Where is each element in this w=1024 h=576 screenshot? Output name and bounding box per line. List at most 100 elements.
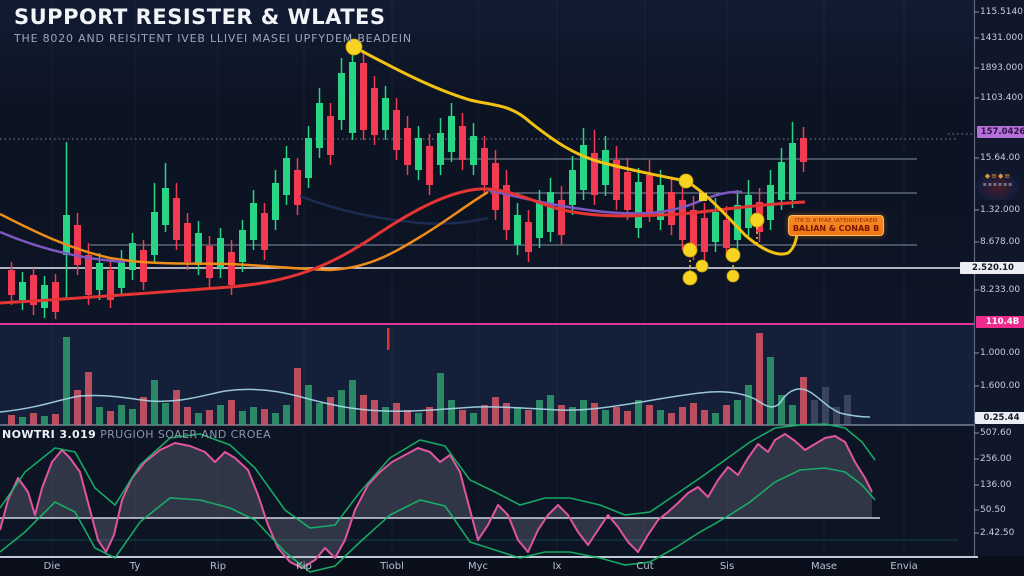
price-tag-white: 0.25.44 xyxy=(975,412,1024,425)
candlestick xyxy=(151,183,158,262)
volume-bar xyxy=(470,413,477,425)
candle-body xyxy=(547,192,554,232)
candle-body xyxy=(492,163,499,210)
candle-body xyxy=(734,205,741,240)
candlestick xyxy=(305,126,312,188)
candlestick xyxy=(217,228,224,278)
volume-bar xyxy=(668,413,675,425)
yellow-markers xyxy=(345,38,765,286)
candle-body xyxy=(316,103,323,148)
volume-bar xyxy=(129,409,136,425)
price-axis-label: 8.678.00 xyxy=(980,237,1021,247)
candlestick xyxy=(19,272,26,310)
time-axis-label: Sis xyxy=(719,561,735,572)
candlestick xyxy=(426,134,433,195)
candlestick xyxy=(74,213,81,275)
candlestick xyxy=(371,76,378,145)
volume-bar xyxy=(8,415,15,425)
page-title: SUPPORT RESISTER & WLATES xyxy=(14,5,386,29)
candle-body xyxy=(668,192,675,225)
candle-body xyxy=(85,255,92,295)
red-ma-line xyxy=(0,187,806,305)
candlestick xyxy=(8,262,15,305)
volume-bar xyxy=(316,403,323,425)
candle-body xyxy=(426,146,433,185)
candle-body xyxy=(415,138,422,170)
volume-bar xyxy=(85,372,92,425)
candlestick xyxy=(294,158,301,215)
volume-bar xyxy=(624,411,631,425)
volume-bar xyxy=(19,417,26,425)
volume-bar xyxy=(250,407,257,425)
candle-body xyxy=(8,270,15,295)
volume-bar xyxy=(503,403,510,425)
candlestick xyxy=(481,136,488,195)
candlestick xyxy=(459,113,466,170)
candle-body xyxy=(63,215,70,255)
candlestick xyxy=(195,221,202,275)
volume-bar xyxy=(107,411,114,425)
candle-body xyxy=(679,200,686,240)
volume-bar xyxy=(745,385,752,425)
candle-body xyxy=(404,128,411,165)
volume-bar xyxy=(118,405,125,425)
volume-bar xyxy=(63,337,70,425)
candle-body xyxy=(305,138,312,178)
oscillator-envelope-bottom xyxy=(0,467,876,573)
candle-body xyxy=(712,212,719,242)
volume-bar xyxy=(228,400,235,425)
volume-bar xyxy=(217,405,224,425)
candle-body xyxy=(580,145,587,190)
candle-body xyxy=(514,215,521,245)
candlestick xyxy=(96,253,103,300)
candle-body xyxy=(459,126,466,160)
candle-body xyxy=(184,223,191,262)
oscillator-plot xyxy=(0,423,958,573)
candle-body xyxy=(613,160,620,200)
volume-bar xyxy=(404,410,411,425)
candlestick xyxy=(404,116,411,175)
candlestick xyxy=(129,233,136,280)
candle-body xyxy=(767,185,774,220)
volume-bar-ghost xyxy=(844,395,851,425)
volume-bar xyxy=(327,397,334,425)
candle-body xyxy=(129,243,136,270)
yellow-dot-marker xyxy=(682,270,698,286)
candlestick xyxy=(789,122,796,208)
volume-bar xyxy=(734,400,741,425)
time-axis-label: Rip xyxy=(209,561,227,572)
candle-body xyxy=(250,203,257,240)
time-axis[interactable] xyxy=(0,556,1024,576)
candlestick xyxy=(547,178,554,242)
candlestick xyxy=(558,186,565,245)
candle-body xyxy=(723,220,730,248)
candle-body xyxy=(393,110,400,150)
time-axis-label: Ty xyxy=(129,561,141,572)
candlestick xyxy=(393,98,400,160)
price-axis-label: 1.000.00 xyxy=(980,348,1021,358)
volume-bar xyxy=(206,410,213,425)
volume-bar xyxy=(283,405,290,425)
candlestick xyxy=(734,190,741,250)
candle-body xyxy=(195,233,202,265)
time-axis-label: Tiobl xyxy=(380,561,404,572)
price-axis-label: 1103.400 xyxy=(980,93,1023,103)
volume-bar xyxy=(195,413,202,425)
candle-body xyxy=(371,88,378,135)
candle-body xyxy=(349,62,356,133)
volume-bar xyxy=(272,413,279,425)
candle-body xyxy=(800,138,807,162)
candle-body xyxy=(481,148,488,185)
volume-bars xyxy=(0,328,871,425)
volume-bar xyxy=(690,403,697,425)
price-axis-label: 507.60 xyxy=(980,428,1012,438)
candlestick xyxy=(536,190,543,248)
volume-bar xyxy=(536,400,543,425)
candlestick xyxy=(316,88,323,158)
axis-frame xyxy=(973,0,979,556)
yellow-dot-marker xyxy=(749,212,765,228)
candlestick xyxy=(514,203,521,255)
candle-body xyxy=(470,136,477,165)
oscillator-envelope-top xyxy=(0,423,876,529)
